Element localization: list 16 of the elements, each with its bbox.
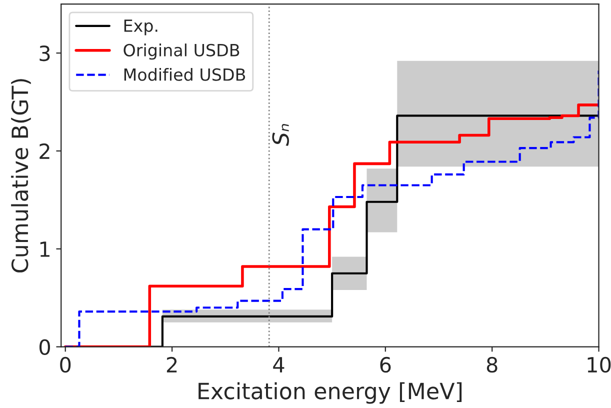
x-tick-label: 10 [588, 356, 611, 373]
x-axis-title: Excitation energy [MeV] [198, 382, 462, 404]
x-tick-label: 4 [273, 357, 284, 372]
y-axis-title: Cumulative B(GT) [11, 79, 31, 272]
y-tick-label: 2 [40, 143, 50, 159]
x-tick-label: 0 [60, 356, 71, 373]
legend-label: Modified USDB [124, 68, 246, 81]
y-tick-label: 0 [39, 339, 50, 356]
x-tick-label: 6 [380, 356, 391, 373]
x-tick-label: 2 [166, 356, 177, 372]
legend-label: Original USDB [124, 44, 240, 60]
y-tick-label: 3 [40, 45, 50, 62]
legend-label: Exp. [124, 20, 158, 36]
ref-line-label: Sₙ [272, 124, 289, 146]
x-tick-label: 8 [486, 356, 498, 373]
y-tick-label: 1 [40, 242, 50, 257]
